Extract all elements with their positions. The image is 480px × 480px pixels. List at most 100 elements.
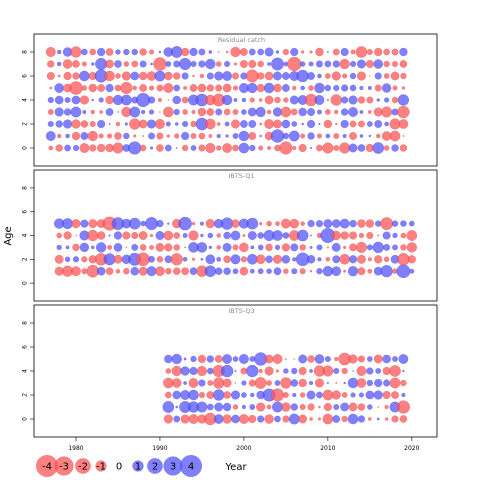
bubble [377,406,380,408]
bubble [248,414,257,424]
bubble [271,57,284,71]
bubble [317,417,321,421]
bubble [90,109,95,115]
bubble [48,145,54,151]
bubble [300,133,306,139]
bubble [72,60,80,68]
bubble [148,132,155,140]
bubble [47,96,54,104]
bubble [231,414,240,424]
bubble [249,404,256,410]
bubble [392,232,398,239]
bubble [207,232,214,239]
bubble [372,241,384,254]
bubble [165,61,172,67]
y-tick-label: 8 [22,186,29,190]
bubble [307,220,315,228]
bubble [275,369,280,373]
bubble [391,391,399,399]
panel-title: IBTS-Q1 [228,172,254,180]
bubble [409,220,415,227]
bubble [173,84,181,92]
bubble [381,106,393,118]
bubble [291,121,298,127]
bubble [365,60,374,69]
bubble [150,62,153,66]
bubble [165,267,172,275]
bubble [173,267,181,275]
bubble [298,367,307,375]
bubble [139,144,147,152]
bubble [79,95,89,105]
legend-bubble [75,458,91,474]
bubble [266,380,272,386]
bubble [241,392,247,398]
legend-label: 4 [188,462,194,473]
bubble [349,84,357,92]
bubble [157,98,162,102]
bubble [114,132,122,140]
bubble [300,392,306,398]
bubble [81,48,88,56]
bubble [148,255,155,263]
bubble [343,381,346,385]
bubble [292,392,297,398]
bubble [145,217,158,231]
bubble [217,51,220,53]
bubble [383,48,390,56]
bubble [259,122,263,126]
bubble [123,267,130,275]
bubble [373,390,383,400]
bubble [325,73,331,79]
bubble [215,267,223,275]
bubble [317,73,322,79]
bubble [331,266,342,277]
bubble [241,404,246,410]
bubble [239,60,248,68]
bubble [290,243,299,252]
bubble [106,133,113,139]
legend: -4 -3 -2 -1 0 1 2 3 4 [36,455,202,477]
bubble [71,119,81,129]
bubble [123,61,130,67]
bubble [323,402,332,412]
bubble [64,256,71,262]
bubble [335,122,338,126]
bubble [241,109,247,115]
bubble [79,143,90,153]
bubble [216,133,221,139]
bubble [56,244,62,250]
bubble [155,243,165,252]
bubble [266,220,272,227]
bubble [97,47,106,57]
bubble [98,133,104,139]
bubble [316,391,323,399]
bubble [366,379,373,387]
bubble [359,134,364,138]
bubble [275,50,280,54]
bubble [310,234,312,237]
bubble [241,380,247,386]
bubble [55,120,63,128]
bubble [105,108,114,116]
bubble [409,268,415,274]
bubble [366,48,373,56]
bubble [71,95,81,105]
bubble [163,414,173,424]
bubble [291,367,298,375]
bubble [266,404,272,410]
bubble [170,46,183,58]
bubble [376,417,380,421]
bubble [159,111,161,113]
bubble [310,146,313,150]
bubble [349,219,357,228]
bubble [272,230,283,241]
y-tick-label: 0 [22,281,29,285]
bubble [214,71,224,81]
y-tick-label: 2 [22,393,29,397]
bubble [181,131,190,141]
bubble [357,355,365,363]
bubble [383,256,390,262]
bubble [389,377,401,389]
bubble [400,379,407,387]
